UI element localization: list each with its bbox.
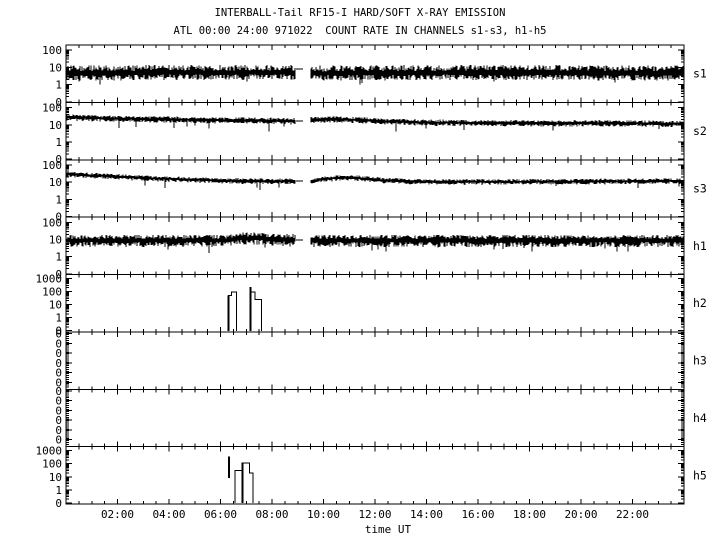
plot-subtitle: ATL 00:00 24:00 971022 COUNT RATE IN CHA… <box>173 25 547 37</box>
y-tick-label: 100 <box>42 159 62 172</box>
y-tick-label: 10 <box>49 471 62 484</box>
x-tick-label: 10:00 <box>307 508 340 521</box>
y-tick-label: 100 <box>42 102 62 115</box>
pulse-h5 <box>241 462 254 504</box>
y-tick-label: 0 <box>55 385 62 398</box>
x-tick-label: 06:00 <box>204 508 237 521</box>
y-tick-label: 0 <box>55 395 62 408</box>
channel-label: h1 <box>693 239 707 253</box>
channel-label: s3 <box>693 181 707 195</box>
panel-frame <box>65 331 685 390</box>
x-tick-label: 14:00 <box>410 508 443 521</box>
x-axis-title: time UT <box>365 523 412 536</box>
y-tick-label: 1 <box>55 484 62 497</box>
x-tick-label: 22:00 <box>616 508 649 521</box>
y-tick-label: 0 <box>55 325 62 338</box>
y-tick-label: 100 <box>42 286 62 299</box>
y-tick-label: 0 <box>55 424 62 437</box>
y-tick-label: 10 <box>49 61 62 74</box>
channel-label: h2 <box>693 296 707 310</box>
y-tick-label: 0 <box>55 337 62 350</box>
panel-frame <box>65 388 685 448</box>
x-tick-label: 18:00 <box>513 508 546 521</box>
channel-label: s2 <box>693 124 707 138</box>
y-tick-label: 10 <box>49 176 62 189</box>
y-tick-label: 10 <box>49 299 62 312</box>
trace-h1 <box>66 232 684 253</box>
y-tick-label: 1 <box>55 312 62 325</box>
y-tick-label: 1 <box>55 136 62 149</box>
panel-frame <box>65 274 685 333</box>
plot-title: INTERBALL-Tail RF15-I HARD/SOFT X-RAY EM… <box>214 7 506 19</box>
x-tick-label: 12:00 <box>358 508 391 521</box>
y-tick-label: 0 <box>55 96 62 109</box>
y-tick-label: 100 <box>42 458 62 471</box>
x-tick-label: 04:00 <box>152 508 185 521</box>
y-tick-label: 0 <box>55 497 62 510</box>
y-tick-label: 10 <box>49 234 62 247</box>
x-tick-label: 20:00 <box>564 508 597 521</box>
y-tick-label: 1000 <box>36 445 63 458</box>
trace-s1 <box>66 64 684 85</box>
panel-frame <box>65 159 685 218</box>
panel-frame <box>65 446 685 505</box>
channel-label: h4 <box>693 411 707 425</box>
y-tick-label: 0 <box>55 357 62 370</box>
channel-label: s1 <box>693 67 707 81</box>
panel-frame <box>65 216 685 275</box>
pulse-h2 <box>228 291 238 331</box>
y-tick-label: 100 <box>42 44 62 57</box>
y-tick-label: 1 <box>55 251 62 264</box>
y-tick-label: 1 <box>55 193 62 206</box>
y-tick-label: 0 <box>55 347 62 360</box>
x-tick-label: 08:00 <box>255 508 288 521</box>
channel-label: h3 <box>693 354 707 368</box>
y-tick-label: 100 <box>42 216 62 229</box>
y-tick-label: 0 <box>55 367 62 380</box>
panel-frame <box>65 101 685 161</box>
x-tick-label: 16:00 <box>461 508 494 521</box>
y-tick-label: 0 <box>55 376 62 389</box>
pulse-h2 <box>249 291 262 331</box>
y-tick-label: 0 <box>55 268 62 281</box>
y-tick-label: 1000 <box>36 273 63 286</box>
y-tick-label: 0 <box>55 404 62 417</box>
y-tick-label: 0 <box>55 211 62 224</box>
y-tick-label: 10 <box>49 119 62 132</box>
y-tick-label: 1 <box>55 79 62 92</box>
y-tick-label: 0 <box>55 328 62 341</box>
trace-s2 <box>66 114 684 132</box>
pulse-h5 <box>234 470 243 504</box>
y-tick-label: 0 <box>55 153 62 166</box>
y-tick-label: 0 <box>55 414 62 427</box>
y-tick-label: 0 <box>55 434 62 447</box>
channel-label: h5 <box>693 468 707 482</box>
trace-s3 <box>66 172 684 190</box>
x-tick-label: 02:00 <box>101 508 134 521</box>
